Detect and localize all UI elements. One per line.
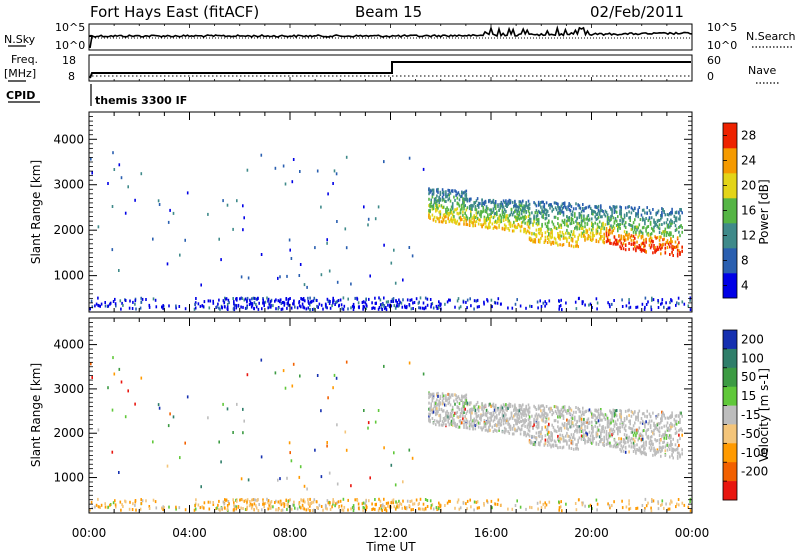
velocity-tick-3: 15 (741, 389, 756, 403)
velocity-panel: 1000 2000 3000 4000 Slant Range [km] (29, 317, 693, 514)
nsearch-tick-bottom: 10^0 (707, 39, 737, 52)
nsearch-tick-top: 10^5 (707, 21, 737, 34)
x-tick-1: 04:00 (172, 526, 207, 540)
freq-tick-top: 18 (62, 54, 76, 67)
power-ytick-4000: 4000 (53, 132, 84, 146)
x-axis-label: Time UT (365, 540, 416, 554)
nsky-trace (88, 25, 693, 49)
cpid-panel: CPID themis 3300 IF (6, 84, 187, 107)
velocity-swatch-5 (723, 424, 737, 444)
power-tick-1: 24 (741, 154, 756, 168)
nsky-tick-top: 10^5 (55, 21, 85, 34)
nsky-tick-bottom: 10^0 (55, 39, 85, 52)
cpid-value: themis 3300 IF (95, 94, 187, 107)
velocity-swatch-3 (723, 386, 737, 406)
power-colorbar: 28 24 20 16 12 8 4 (722, 122, 756, 299)
velocity-ytick-2000: 2000 (53, 426, 84, 440)
x-tick-labels: 00:00 04:00 08:00 12:00 16:00 20:00 00:00 (72, 526, 710, 540)
power-swatch-2 (723, 223, 737, 249)
velocity-tick-2: 50 (741, 370, 756, 384)
power-axes: 1000 2000 3000 4000 (53, 111, 693, 313)
velocity-data (89, 356, 692, 513)
x-tick-3: 12:00 (373, 526, 408, 540)
power-swatch-0 (723, 273, 737, 299)
power-panel: 1000 2000 3000 4000 Slant Range [km] (29, 111, 693, 313)
power-tick-0: 28 (741, 129, 756, 143)
power-ylabel: Slant Range [km] (29, 160, 43, 264)
nave-tick-top: 60 (707, 54, 721, 67)
velocity-swatch-8 (723, 481, 737, 501)
power-ytick-3000: 3000 (53, 178, 84, 192)
cpid-label: CPID (6, 89, 35, 102)
x-tick-0: 00:00 (72, 526, 107, 540)
velocity-tick-0: 200 (741, 332, 764, 346)
power-tick-4: 12 (741, 229, 756, 243)
velocity-swatch-2 (723, 367, 737, 387)
velocity-tick-7: -200 (741, 465, 768, 479)
power-swatch-4 (723, 173, 737, 199)
velocity-ytick-4000: 4000 (53, 338, 84, 352)
velocity-swatch-1 (723, 348, 737, 369)
power-tick-3: 16 (741, 204, 756, 218)
date-label: 02/Feb/2011 (590, 3, 684, 21)
power-swatch-1 (723, 248, 737, 274)
velocity-swatch-6 (723, 443, 737, 463)
velocity-axes: 1000 2000 3000 4000 (53, 317, 693, 514)
power-tick-2: 20 (741, 179, 756, 193)
freq-unit: [MHz] (4, 67, 36, 80)
nsearch-label: N.Search (746, 30, 796, 43)
freq-panel: Freq. [MHz] 18 8 60 0 Nave (4, 53, 780, 84)
velocity-swatch-4 (723, 405, 737, 425)
velocity-colorbar: 200 100 50 15 -15 -50 -100 -200 (722, 329, 768, 501)
power-ytick-2000: 2000 (53, 223, 84, 237)
power-colorbar-label: Power [dB] (757, 179, 771, 244)
power-tick-5: 8 (741, 254, 749, 268)
power-swatch-3 (723, 198, 737, 224)
nsky-label: N.Sky (4, 33, 36, 46)
power-ytick-1000: 1000 (53, 269, 84, 283)
nave-label: Nave (748, 64, 776, 77)
freq-tick-bottom: 8 (68, 70, 75, 83)
velocity-tick-4: -15 (741, 408, 761, 422)
velocity-ytick-3000: 3000 (53, 382, 84, 396)
velocity-colorbar-label: Velocity [m s-1] (757, 368, 771, 462)
velocity-ytick-1000: 1000 (53, 471, 84, 485)
power-swatch-5 (723, 148, 737, 174)
freq-label: Freq. (11, 53, 38, 66)
velocity-swatch-7 (723, 462, 737, 482)
power-swatch-6 (723, 123, 737, 149)
beam-label: Beam 15 (355, 3, 422, 21)
x-tick-5: 20:00 (574, 526, 609, 540)
plot-title: Fort Hays East (fitACF) (90, 3, 259, 21)
velocity-tick-1: 100 (741, 351, 764, 365)
velocity-tick-6: -100 (741, 446, 768, 460)
x-tick-2: 08:00 (273, 526, 308, 540)
power-tick-6: 4 (741, 279, 749, 293)
x-tick-6: 00:00 (675, 526, 710, 540)
nsky-panel: N.Sky 10^5 10^0 10^5 10^0 N.Search (4, 21, 796, 52)
velocity-ylabel: Slant Range [km] (29, 363, 43, 467)
velocity-swatch-0 (723, 330, 737, 350)
power-data (89, 151, 692, 312)
velocity-tick-5: -50 (741, 427, 761, 441)
freq-trace (89, 61, 691, 79)
x-tick-4: 16:00 (474, 526, 509, 540)
nave-tick-bottom: 0 (707, 70, 714, 83)
